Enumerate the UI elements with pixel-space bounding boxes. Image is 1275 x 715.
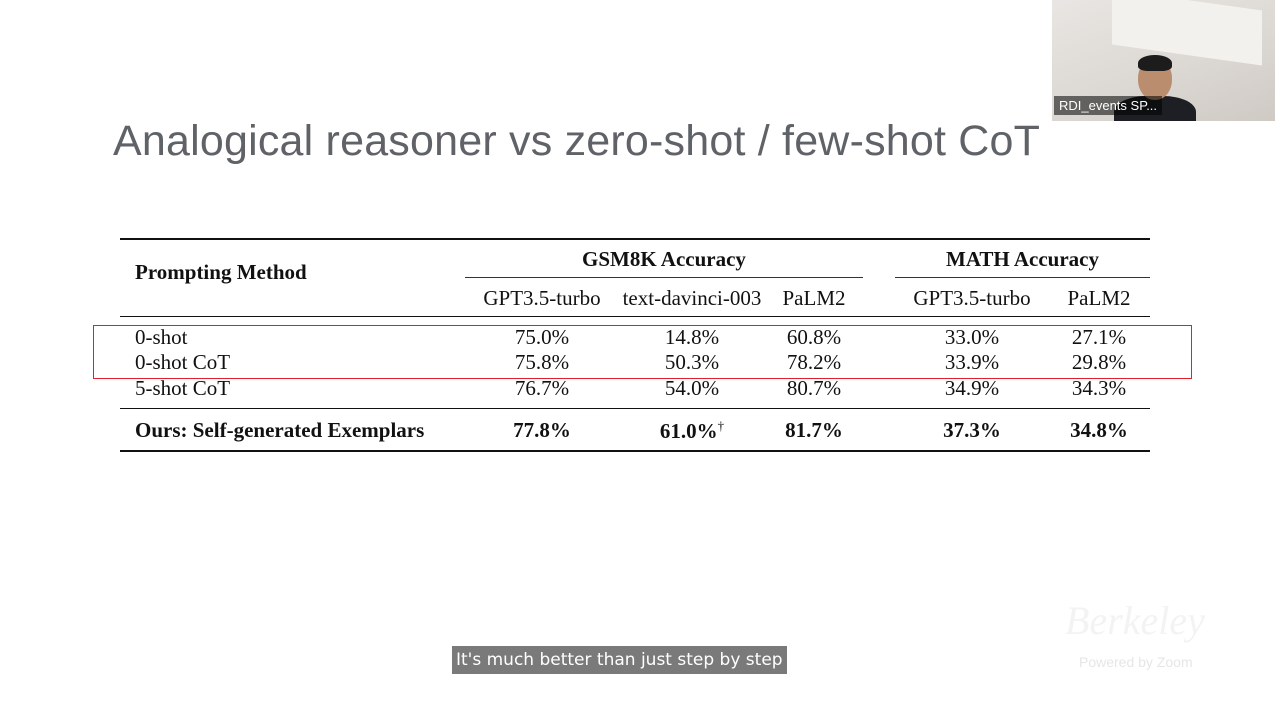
row-value: 33.9% [944,350,1000,374]
math-group-header: MATH Accuracy [946,247,1099,271]
participant-name-tag: RDI_events SP... [1054,96,1163,115]
row-value: 14.8% [664,325,720,349]
dagger-mark: † [717,418,725,433]
row-value: 33.0% [944,325,1000,349]
ours-value: 81.7% [785,418,843,442]
berkeley-logo-watermark: Berkeley [1063,596,1233,656]
powered-by-zoom: Powered by Zoom [1079,654,1193,670]
method-header: Prompting Method [135,260,307,284]
video-background [1112,0,1262,66]
math-sub-rule [895,277,1150,278]
ours-value: 61.0% [659,419,718,443]
ours-value: 37.3% [943,418,1001,442]
row-value: 34.9% [944,376,1000,400]
row-value: 29.8% [1071,350,1127,374]
row-value: 80.7% [786,376,842,400]
highlight-box [93,325,1192,379]
row-value: 54.0% [664,376,720,400]
row-value: 78.2% [786,350,842,374]
table-bottom-rule [120,450,1150,452]
ours-value: 34.8% [1070,418,1128,442]
col-header-math-palm2: PaLM2 [1067,286,1131,310]
row-method: 0-shot CoT [135,350,231,374]
row-value: 75.0% [514,325,570,349]
ours-value: 77.8% [513,418,571,442]
row-value: 34.3% [1071,376,1127,400]
berkeley-logo-icon: Berkeley [1065,598,1205,643]
row-value: 60.8% [786,325,842,349]
svg-text:Berkeley: Berkeley [1065,598,1205,643]
col-header-gsm-davinci: text-davinci-003 [622,286,762,310]
gsm8k-sub-rule [465,277,863,278]
row-value: 76.7% [514,376,570,400]
speaker-hair [1138,55,1172,71]
col-header-gsm-palm2: PaLM2 [782,286,846,310]
table-ours-rule [120,408,1150,409]
row-method: 5-shot CoT [135,376,231,400]
row-method: 0-shot [135,325,188,349]
live-caption: It's much better than just step by step [452,646,787,674]
col-header-gsm-gpt35: GPT3.5-turbo [483,286,601,310]
gsm8k-group-header: GSM8K Accuracy [582,247,746,271]
row-value: 27.1% [1071,325,1127,349]
slide-title: Analogical reasoner vs zero-shot / few-s… [113,117,1041,165]
ours-method: Ours: Self-generated Exemplars [135,418,425,442]
row-value: 50.3% [664,350,720,374]
ours-value-davinci: 61.0%† [616,418,768,444]
col-header-math-gpt35: GPT3.5-turbo [913,286,1031,310]
table-mid-rule [120,316,1150,317]
row-value: 75.8% [514,350,570,374]
speaker-video-thumbnail[interactable]: RDI_events SP... [1052,0,1275,121]
table-top-rule [120,238,1150,240]
